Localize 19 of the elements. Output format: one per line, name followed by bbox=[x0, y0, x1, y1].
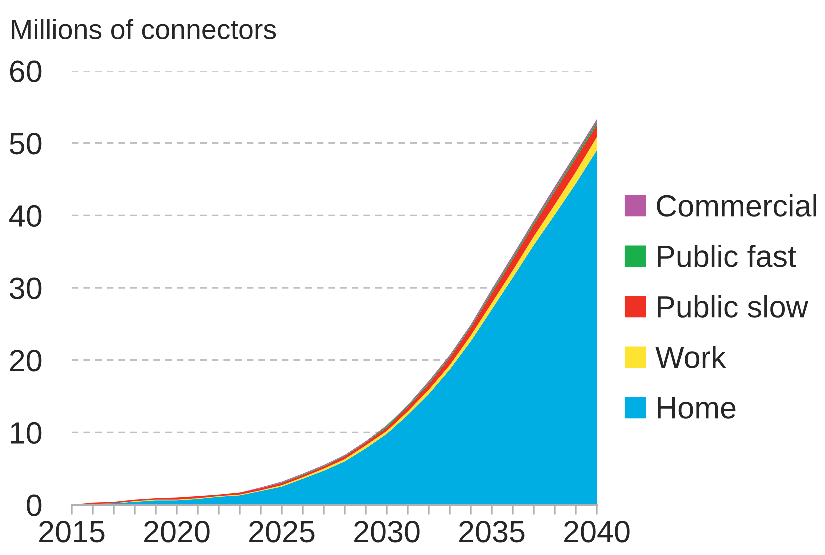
x-tick-label: 2040 bbox=[564, 521, 630, 543]
y-tick-label: 0 bbox=[27, 494, 42, 516]
x-tick-label: 2020 bbox=[144, 521, 210, 543]
legend-label: Public slow bbox=[658, 295, 808, 318]
y-tick-label: 40 bbox=[10, 205, 42, 228]
y-tick-label: 60 bbox=[10, 60, 42, 82]
legend-label: Work bbox=[656, 346, 726, 368]
y-tick-label: 10 bbox=[11, 422, 42, 444]
x-tick-label: 2030 bbox=[354, 521, 420, 543]
x-tick-label: 2015 bbox=[40, 521, 105, 543]
y-tick-label: 20 bbox=[10, 350, 42, 372]
legend-label: Home bbox=[658, 398, 736, 419]
y-axis-title: Millions of connectors bbox=[12, 19, 276, 40]
x-tick-label: 2035 bbox=[460, 521, 525, 543]
x-tick-label: 2025 bbox=[250, 521, 315, 543]
y-tick-label: 30 bbox=[10, 278, 42, 300]
y-tick-label: 50 bbox=[10, 133, 42, 155]
legend-label: Public fast bbox=[658, 244, 796, 268]
legend-label: Commercial bbox=[657, 194, 816, 217]
